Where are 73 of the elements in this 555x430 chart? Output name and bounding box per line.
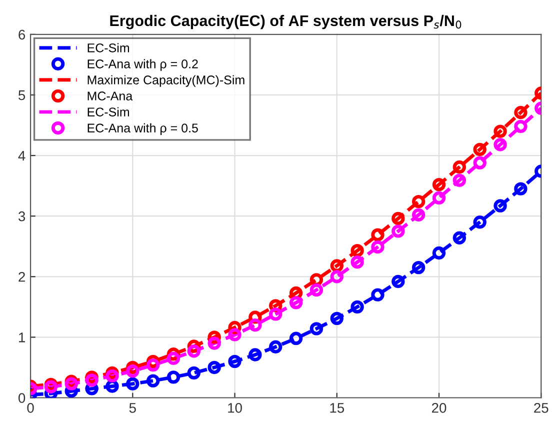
y-tick-label: 4 [18,150,26,161]
point [452,160,466,174]
point [514,106,528,120]
point [228,328,242,342]
point [310,322,324,336]
point [371,288,384,302]
point [514,182,528,196]
legend-label: EC-Ana with ρ = 0.2 [88,59,198,71]
point [371,228,384,242]
x-tick-label: 20 [432,402,446,413]
y-tick-label: 3 [18,211,26,222]
point [126,364,140,378]
x-tick-label: 5 [129,403,136,413]
point [269,308,282,321]
point [432,246,446,260]
legend-label: MC-Ana [88,92,133,100]
legend-label: EC-Sim [88,107,130,116]
legend-label: EC-Sim [88,43,130,52]
point [350,256,364,269]
point [330,270,344,284]
y-tick-label: 0 [18,393,26,403]
point [392,274,405,288]
x-tick-label: 15 [330,403,344,413]
point [208,360,221,374]
legend-label: Maximize Capacity(MC)-Sim [88,75,244,87]
point [412,208,426,222]
point [64,377,78,390]
point [289,296,303,310]
point [392,224,405,238]
point [514,120,528,134]
point [494,124,507,138]
point [146,358,160,372]
point [350,300,364,314]
point [473,156,486,170]
point [452,231,466,244]
point [208,336,221,350]
point [248,348,262,362]
point [494,199,507,212]
chart-title: Ergodic Capacity(EC) of AF system versus P$_{s}$/N$_{0}$ [110,14,462,30]
point [412,260,426,274]
point [289,332,303,345]
point [392,212,405,226]
point [432,191,446,205]
point [44,380,58,394]
x-tick-label: 25 [534,402,548,413]
y-tick-label: 1 [19,332,25,342]
point [146,374,160,388]
legend-label: EC-Ana with ρ = 0.5 [88,123,198,135]
point [187,366,201,380]
point [248,318,262,332]
point [228,354,242,368]
point [106,369,119,383]
point [166,352,180,365]
point [330,312,344,326]
point [310,283,324,297]
y-tick-label: 6 [18,30,26,40]
point [371,240,384,254]
point [187,344,201,358]
x-tick-label: 0 [27,402,34,413]
y-tick-label: 2 [18,272,25,282]
x-tick-label: 10 [228,402,242,413]
point [494,138,507,152]
point [432,178,446,192]
point [473,142,486,156]
point [126,377,140,390]
y-tick-label: 5 [18,90,26,100]
point [85,374,98,387]
point [350,244,364,258]
point [166,370,180,384]
point [269,340,282,354]
point [473,216,486,229]
point [452,174,466,187]
point [412,194,426,208]
